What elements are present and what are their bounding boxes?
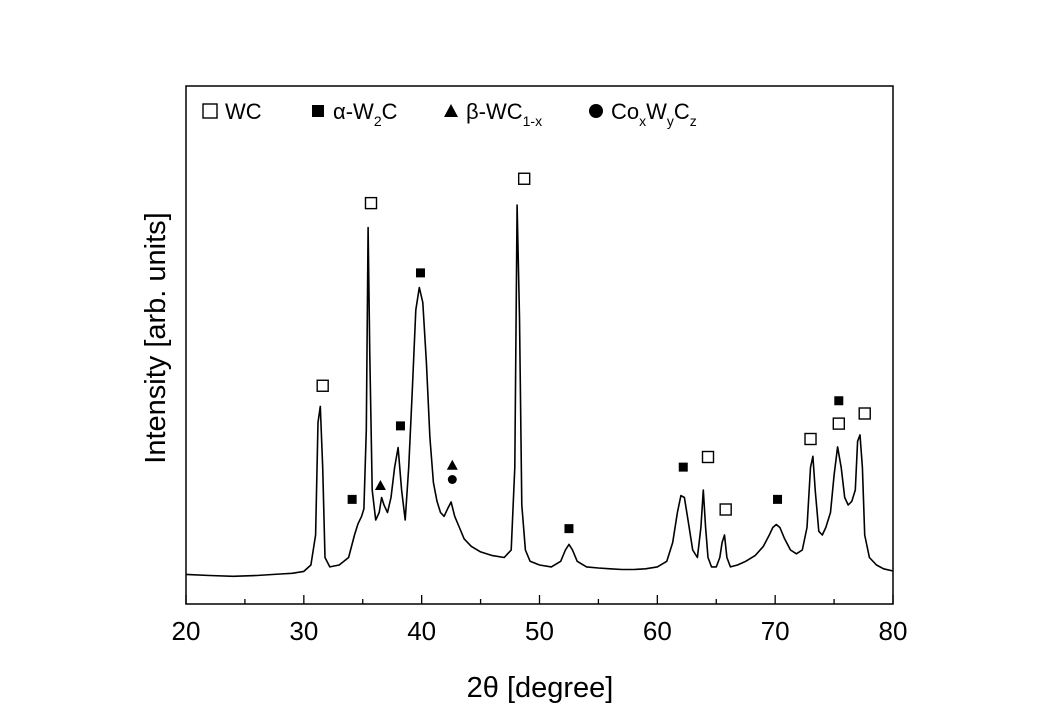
w2c-peak-marker <box>773 494 783 504</box>
legend-label: WC <box>225 99 262 124</box>
wc1x-peak-marker <box>446 459 458 470</box>
legend-label: α-W2C <box>333 99 398 129</box>
legend: WC α-W2C β-WC1-x CoxWyCz <box>202 99 697 129</box>
w2c-peak-marker <box>415 268 425 278</box>
legend-marker <box>444 104 458 117</box>
w2c-peak-marker <box>347 494 357 504</box>
wc-peak-marker <box>316 379 329 392</box>
y-axis-title: Intensity [arb. units] <box>140 212 172 463</box>
xrd-pattern-line <box>185 204 894 578</box>
x-tick-label: 60 <box>643 616 672 646</box>
x-axis-title: 2θ [degree] <box>467 672 614 704</box>
x-tick-label: 20 <box>172 616 201 646</box>
legend-marker <box>202 103 218 119</box>
x-tick-label: 30 <box>289 616 318 646</box>
x-tick-label: 80 <box>879 616 908 646</box>
legend-marker <box>589 104 603 118</box>
wc-peak-marker <box>364 196 378 210</box>
wc1x-peak-marker <box>374 480 386 490</box>
x-axis-ticks <box>185 595 894 604</box>
coxwycz-peak-marker <box>447 475 457 484</box>
w2c-peak-marker <box>834 396 844 406</box>
w2c-peak-marker <box>395 421 405 431</box>
wc-peak-marker <box>517 172 531 185</box>
x-tick-label: 70 <box>761 616 790 646</box>
legend-label: β-WC1-x <box>466 99 542 129</box>
wc-peak-marker <box>858 407 871 420</box>
x-tick-label: 50 <box>525 616 554 646</box>
w2c-peak-marker <box>564 524 574 534</box>
wc-peak-marker <box>701 450 715 464</box>
legend-label: CoxWyCz <box>611 99 697 129</box>
peak-markers <box>316 172 871 534</box>
wc-peak-marker <box>804 432 817 446</box>
wc-peak-marker <box>832 417 845 430</box>
plot-frame <box>185 85 894 605</box>
legend-marker <box>312 105 324 117</box>
x-tick-label: 40 <box>407 616 436 646</box>
wc-peak-marker <box>719 503 732 516</box>
x-axis-tick-labels: 20 30 40 50 60 70 80 <box>172 616 908 646</box>
w2c-peak-marker <box>678 462 688 472</box>
